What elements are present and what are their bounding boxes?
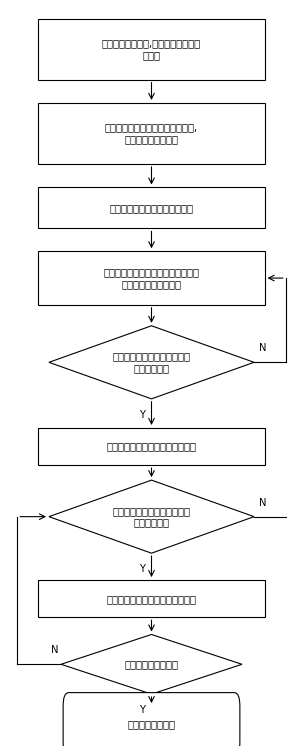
- Text: N: N: [258, 344, 266, 353]
- Bar: [38, 19, 265, 80]
- Text: 读取测试电路数据,并坐标大小进行升
序排序: 读取测试电路数据,并坐标大小进行升 序排序: [102, 38, 201, 60]
- Text: 输出最终的布线树: 输出最终的布线树: [128, 719, 175, 729]
- Text: 根据改进后的粒子群的更新公式更新
每个粒子的位置和速度: 根据改进后的粒子群的更新公式更新 每个粒子的位置和速度: [104, 267, 199, 289]
- FancyBboxPatch shape: [63, 692, 240, 747]
- Text: Y: Y: [139, 705, 145, 716]
- Text: 初始化种群规模、迭代次数等参数,
并随机产生初始种群: 初始化种群规模、迭代次数等参数, 并随机产生初始种群: [105, 123, 198, 144]
- Bar: [38, 580, 265, 617]
- Text: N: N: [51, 645, 58, 655]
- Text: 基于混合转换策略进行更新操作: 基于混合转换策略进行更新操作: [109, 203, 194, 213]
- Bar: [38, 103, 265, 164]
- Polygon shape: [49, 326, 254, 399]
- Bar: [38, 428, 265, 465]
- Bar: [38, 187, 265, 229]
- Text: 新粒子更新为粒子的历史最优粒子: 新粒子更新为粒子的历史最优粒子: [106, 441, 197, 452]
- Text: 新粒子的适应度值小于粒子的
历史最优值？: 新粒子的适应度值小于粒子的 历史最优值？: [112, 352, 191, 373]
- Text: Y: Y: [139, 565, 145, 574]
- Text: 新粒子的适应度值小于种群的
全局最优值？: 新粒子的适应度值小于种群的 全局最优值？: [112, 506, 191, 527]
- Polygon shape: [49, 480, 254, 554]
- Text: N: N: [258, 498, 266, 508]
- Text: 满足迭代终止条件？: 满足迭代终止条件？: [125, 660, 178, 669]
- Polygon shape: [61, 634, 242, 694]
- Text: Y: Y: [139, 410, 145, 420]
- Text: 新粒子更新为种群的全局最优粒子: 新粒子更新为种群的全局最优粒子: [106, 594, 197, 604]
- Bar: [38, 251, 265, 305]
